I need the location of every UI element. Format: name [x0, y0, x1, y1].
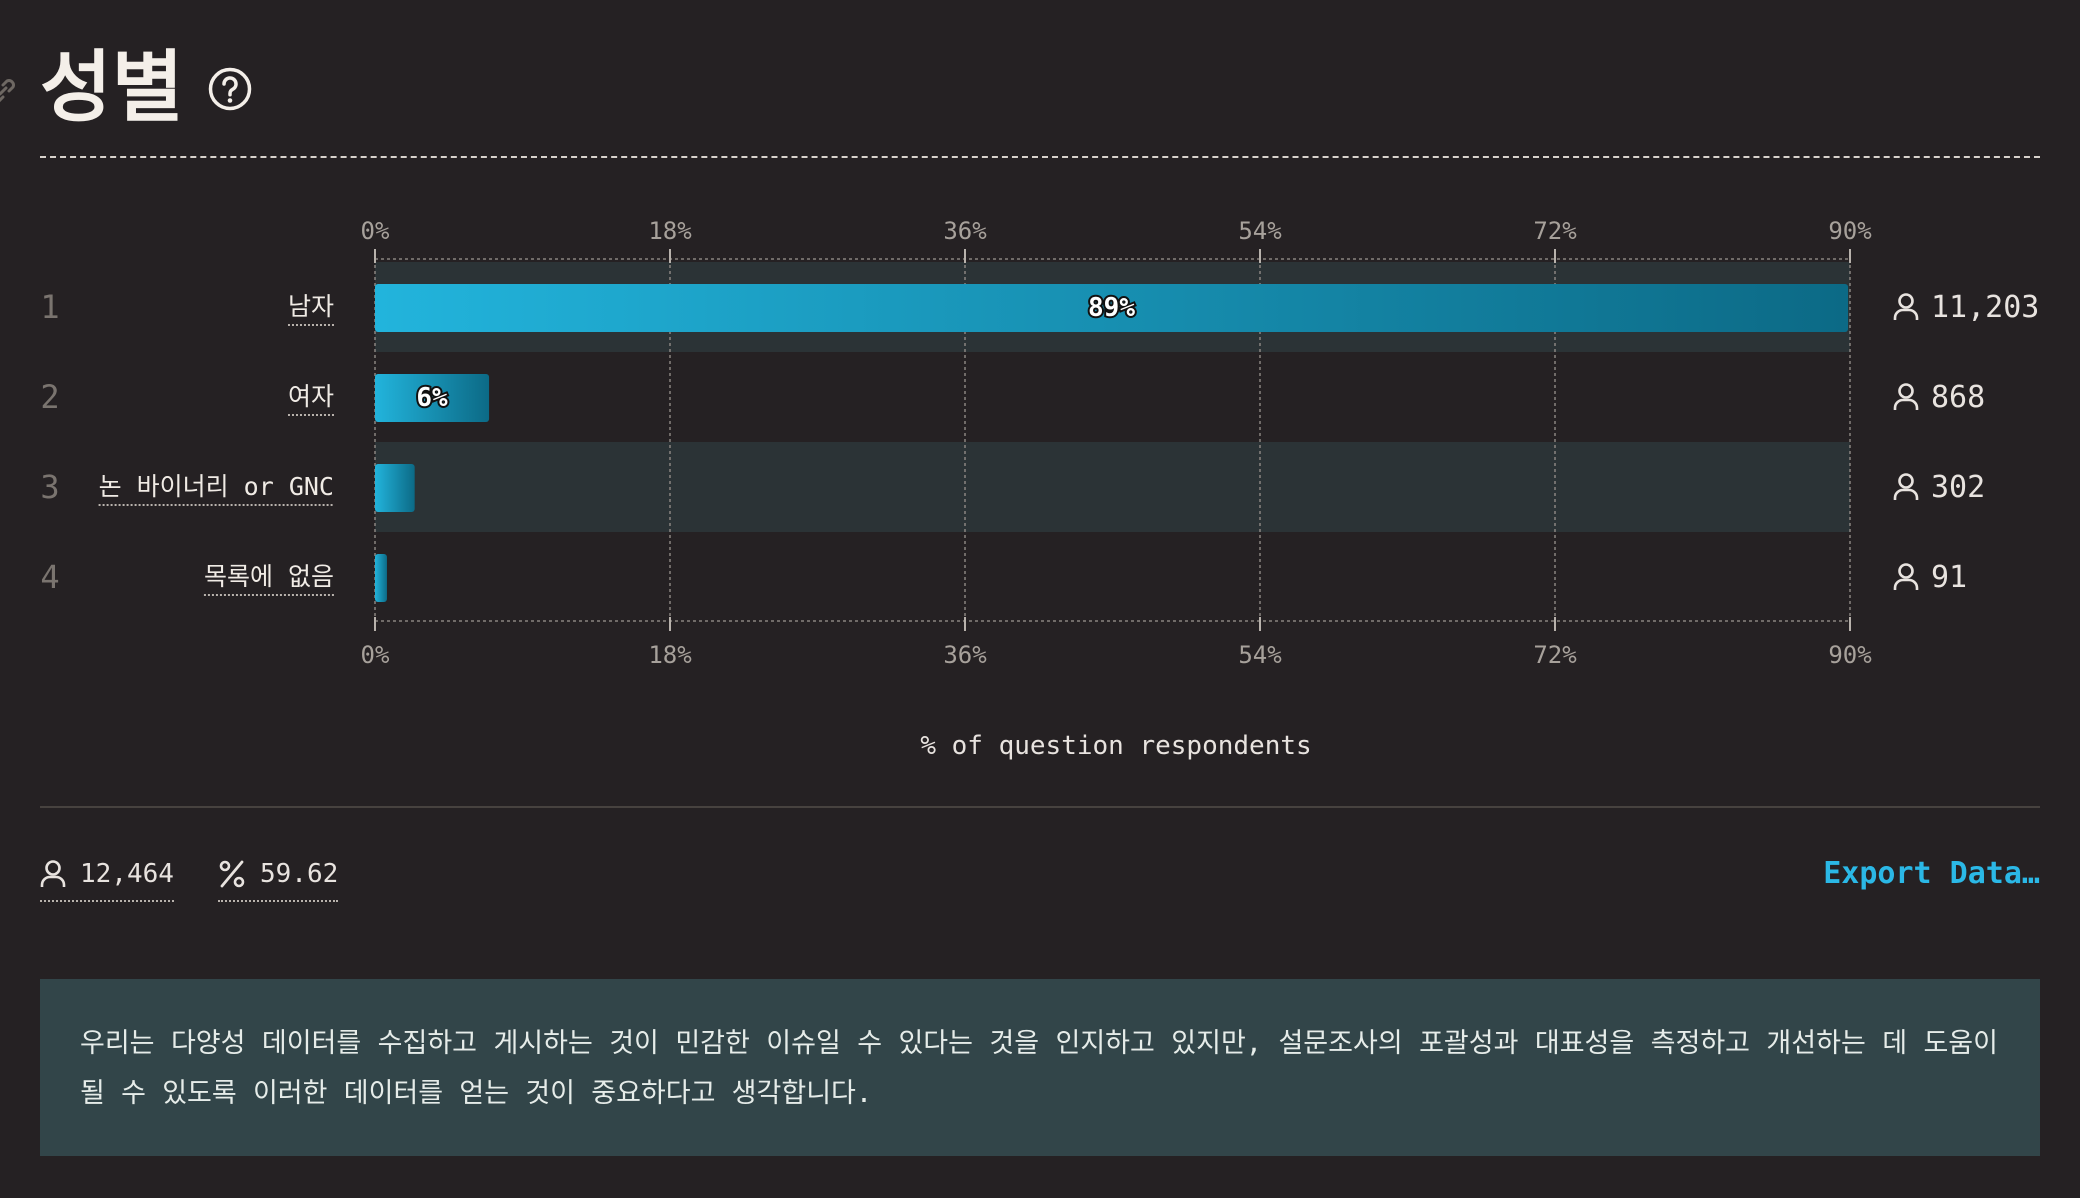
respondent-count: 302: [1931, 470, 1985, 505]
respondent-count: 91: [1931, 560, 1967, 595]
person-icon: [1893, 473, 1919, 500]
person-icon: [1893, 293, 1919, 320]
section-divider: [40, 806, 2040, 808]
rank-number: 3: [40, 468, 59, 506]
total-respondents-value: 12,464: [80, 859, 174, 889]
x-tick-label-bottom: 54%: [1238, 641, 1282, 669]
rank-number: 1: [40, 288, 59, 326]
person-icon: [40, 860, 66, 887]
person-icon-body: [1893, 578, 1919, 590]
percent-icon: [219, 860, 245, 888]
category-label: 여자: [288, 382, 334, 411]
person-icon: [1893, 383, 1919, 410]
bar: [375, 374, 490, 422]
x-tick-label-bottom: 72%: [1533, 641, 1577, 669]
x-tick-label-bottom: 36%: [943, 641, 987, 669]
row-band: [375, 442, 1850, 532]
page-title: 성별: [40, 43, 184, 133]
respondent-count: 11,203: [1931, 290, 2039, 325]
category-label: 논 바이너리 or GNC: [99, 472, 334, 501]
link-icon[interactable]: [0, 74, 20, 108]
x-tick-label-bottom: 18%: [648, 641, 692, 669]
total-respondents-stat: 12,464: [40, 852, 174, 902]
x-tick-label-top: 54%: [1238, 217, 1282, 245]
person-icon-head: [1898, 473, 1914, 489]
rank-number: 2: [40, 378, 59, 416]
bar: [375, 284, 1849, 332]
title-divider: [40, 156, 2040, 158]
x-tick-label-bottom: 90%: [1828, 641, 1872, 669]
person-icon-body: [1893, 488, 1919, 500]
bar-chart: 0% 0% 18% 18% 36% 36% 54% 54% 72% 72% 90% 90% 89% 6%…: [40, 217, 2039, 761]
x-tick-label-bottom: 0%: [361, 641, 390, 669]
person-icon-head: [1898, 383, 1914, 399]
bar-value-label: 89%: [1088, 293, 1135, 323]
respondent-count: 868: [1931, 380, 1985, 415]
person-icon-head: [1898, 293, 1914, 309]
info-note: 우리는 다양성 데이터를 수집하고 게시하는 것이 민감한 이슈일 수 있다는 …: [40, 979, 2040, 1156]
category-label: 목록에 없음: [204, 562, 334, 591]
x-tick-label-top: 36%: [943, 217, 987, 245]
person-icon-body: [1893, 398, 1919, 410]
x-tick-label-top: 0%: [361, 217, 390, 245]
bar: [375, 554, 387, 602]
export-data-link[interactable]: Export Data…: [1823, 856, 2040, 891]
response-percent-value: 59.62: [260, 859, 339, 889]
x-tick-label-top: 72%: [1533, 217, 1577, 245]
response-percent-stat: 59.62: [218, 852, 339, 902]
rank-number: 4: [40, 558, 59, 596]
info-note-text: 우리는 다양성 데이터를 수집하고 게시하는 것이 민감한 이슈일 수 있다는 …: [80, 1028, 1998, 1109]
x-tick-label-top: 18%: [648, 217, 692, 245]
x-tick-label-top: 90%: [1828, 217, 1872, 245]
category-label: 남자: [288, 292, 334, 321]
x-axis-label: % of question respondents: [920, 731, 1311, 761]
help-icon[interactable]: [207, 66, 253, 112]
person-icon-body: [1893, 308, 1919, 320]
bar-value-label: 6%: [416, 383, 448, 413]
person-icon: [1893, 563, 1919, 590]
person-icon-head: [1898, 563, 1914, 579]
bar: [375, 464, 415, 512]
